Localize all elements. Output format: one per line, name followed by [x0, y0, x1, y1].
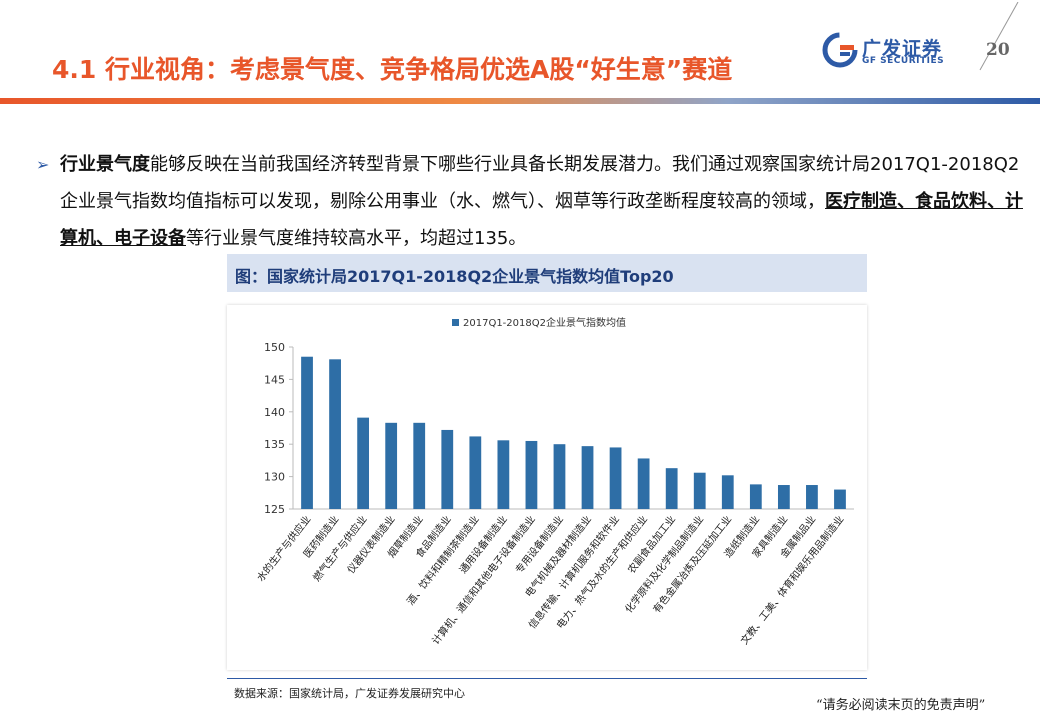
bar [385, 422, 398, 509]
source-divider [227, 678, 867, 679]
bar [469, 436, 482, 509]
bar [637, 458, 650, 509]
bar-chart: 2017Q1-2018Q2企业景气指数均值 125 130 135 140 145 150 水… [254, 316, 854, 647]
bar [581, 446, 594, 509]
bar [693, 472, 706, 509]
disclaimer-text: “请务必阅读末页的免责声明” [816, 698, 986, 713]
slide-header: 4.1 行业视角：考虑景气度、竞争格局优选A股“好生意”赛道 广发证券 GF S… [0, 0, 1040, 96]
bar [777, 485, 790, 509]
paragraph-text: 行业景气度能够反映在当前我国经济转型背景下哪些行业具备长期发展潜力。我们通过观察… [60, 146, 1026, 257]
bar [749, 484, 762, 509]
company-logo: 广发证券 GF SECURITIES [822, 32, 962, 72]
bar [609, 447, 622, 509]
lead-bold-text: 行业景气度 [60, 154, 150, 175]
y-tick-label: 150 [264, 341, 285, 354]
slide-title: 4.1 行业视角：考虑景气度、竞争格局优选A股“好生意”赛道 [52, 55, 733, 84]
title-divider [0, 98, 1040, 104]
gf-logo-icon [822, 32, 858, 68]
y-tick-label: 125 [264, 503, 285, 516]
logo-chinese-text: 广发证券 [862, 38, 943, 60]
arrow-bullet-icon: ➢ [36, 155, 50, 174]
bar [329, 359, 341, 509]
bar [301, 356, 313, 509]
body-paragraph: ➢ 行业景气度能够反映在当前我国经济转型背景下哪些行业具备长期发展潜力。我们通过… [36, 146, 1026, 257]
bar [497, 440, 510, 509]
bar [665, 468, 678, 509]
bar [806, 485, 818, 509]
y-tick-label: 140 [264, 406, 285, 419]
y-tick-label: 145 [264, 373, 285, 386]
bar [834, 489, 846, 509]
bar [525, 440, 538, 509]
x-tick-label: 仪器仪表制造业 [344, 513, 397, 576]
highlight-text: 医疗制造、食品饮料、计算机、电子设备 [60, 191, 1023, 249]
x-tick-label: 文教、工美、体育和娱乐用品制造业 [738, 513, 847, 647]
data-source: 数据来源：国家统计局，广发证券发展研究中心 [234, 687, 465, 700]
bar [357, 417, 370, 509]
decorative-slash [979, 2, 1019, 71]
bar [721, 475, 734, 509]
chart-caption-box: 图：国家统计局2017Q1-2018Q2企业景气指数均值Top20 [227, 254, 867, 292]
paragraph-text-1: 能够反映在当前我国经济转型背景下哪些行业具备长期发展潜力。我们通过观察国家统计局… [60, 154, 1020, 212]
logo-english-text: GF SECURITIES [862, 56, 945, 66]
legend-swatch [452, 319, 459, 326]
chart-area: 2017Q1-2018Q2企业景气指数均值 125 130 135 140 145 150 水… [227, 305, 867, 670]
paragraph-text-2: 等行业景气度维持较高水平，均超过135。 [186, 228, 527, 249]
y-tick-label: 130 [264, 471, 285, 484]
y-tick-label: 135 [264, 438, 285, 451]
x-tick-label: 计算机、通信和其他电子设备制造业 [429, 513, 538, 647]
bar [441, 429, 454, 509]
page-number: 20 [986, 40, 1010, 60]
bar [553, 444, 566, 509]
legend-label: 2017Q1-2018Q2企业景气指数均值 [463, 316, 626, 329]
chart-caption: 图：国家统计局2017Q1-2018Q2企业景气指数均值Top20 [235, 267, 674, 286]
bar [413, 422, 426, 509]
x-tick-label: 水的生产与供应业 [254, 513, 313, 584]
